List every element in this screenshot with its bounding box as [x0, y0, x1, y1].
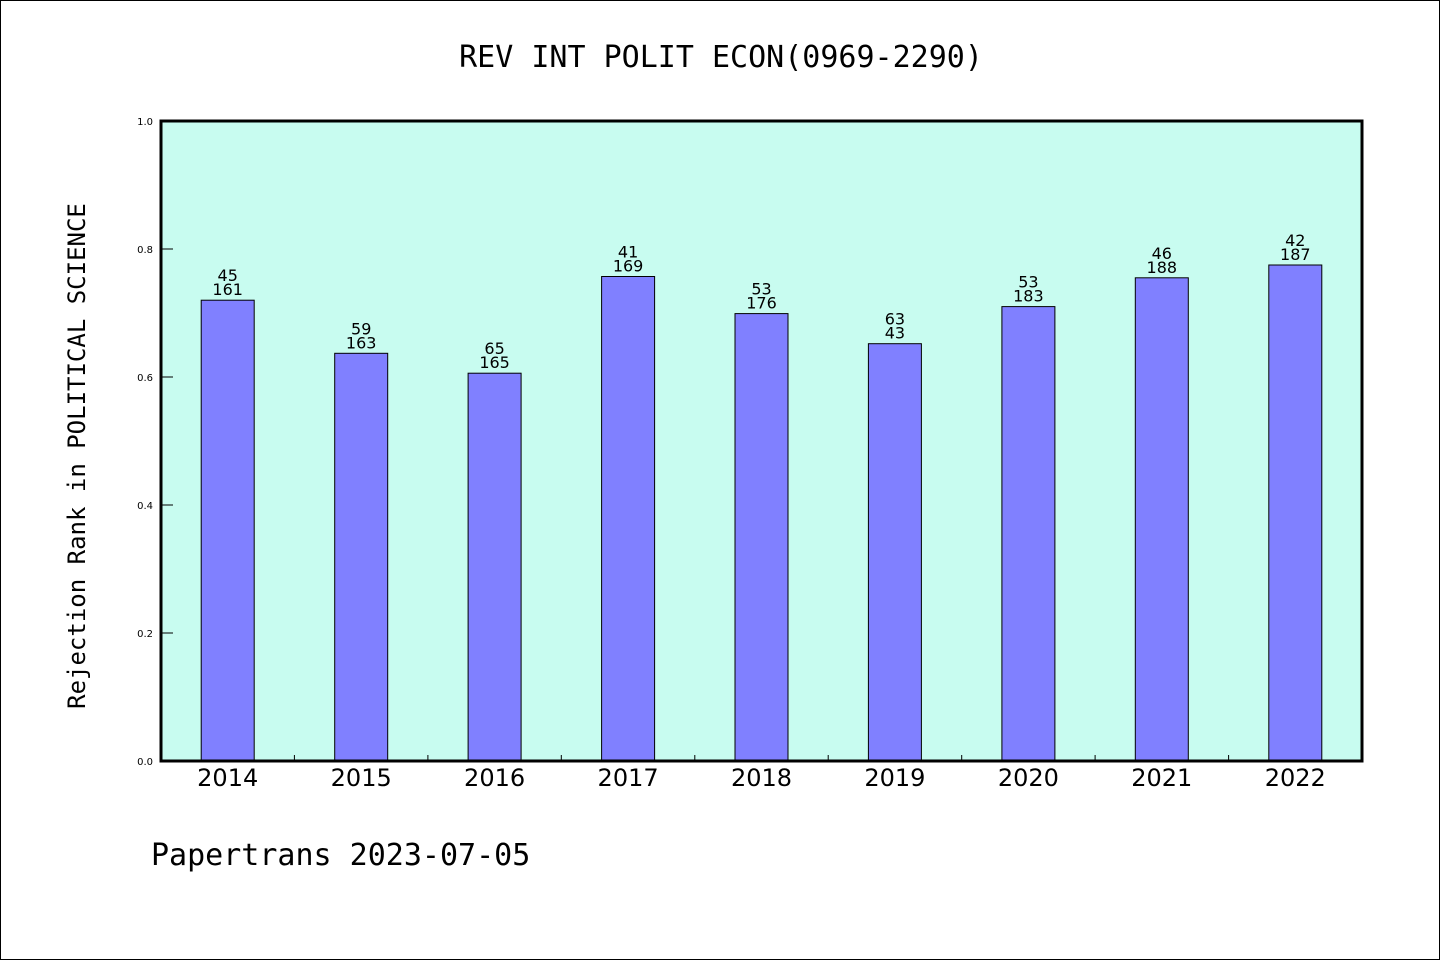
bar-2021	[1134, 277, 1189, 762]
bar-label-bottom-2018: 176	[746, 294, 777, 313]
x-tick-label-2014: 2014	[197, 764, 258, 792]
bar-2020	[1001, 306, 1056, 762]
bar-label-top-2016: 65	[484, 339, 504, 358]
bar-label-top-2022: 42	[1285, 231, 1305, 250]
bar-label-bottom-2014: 161	[212, 280, 243, 299]
bar-label-top-2019: 63	[885, 310, 905, 329]
bar-label-top-2017: 41	[618, 243, 638, 262]
y-tick-label-0.2: 0.2	[137, 629, 153, 640]
y-axis: 0.0 0.2 0.4 0.6 0.8 1.0	[137, 117, 173, 768]
bar-label-bottom-2015: 163	[346, 333, 377, 352]
footer-text: Papertrans 2023-07-05	[151, 838, 530, 873]
bar-label-top-2015: 59	[351, 319, 371, 338]
x-tick-label-2016: 2016	[464, 764, 525, 792]
bar-2016	[467, 372, 522, 762]
bar-label-bottom-2017: 169	[613, 257, 644, 276]
x-tick-label-2022: 2022	[1265, 764, 1326, 792]
bar-label-bottom-2020: 183	[1013, 287, 1044, 306]
x-tick-label-2015: 2015	[331, 764, 392, 792]
x-tick-label-2018: 2018	[731, 764, 792, 792]
x-tick-label-2020: 2020	[998, 764, 1059, 792]
bars-group	[200, 264, 1323, 762]
bar-2014	[200, 299, 255, 762]
y-tick-label-0.8: 0.8	[137, 245, 153, 256]
bar-label-bottom-2016: 165	[479, 353, 510, 372]
bar-2017	[601, 276, 656, 762]
bar-2015	[334, 352, 389, 762]
bar-label-bottom-2021: 188	[1147, 258, 1178, 277]
bar-label-top-2020: 53	[1018, 273, 1038, 292]
x-tick-label-2019: 2019	[864, 764, 925, 792]
y-tick-label-1.0: 1.0	[137, 117, 153, 128]
bar-label-bottom-2022: 187	[1280, 245, 1311, 264]
x-tick-label-2017: 2017	[598, 764, 659, 792]
bar-label-top-2018: 53	[751, 280, 771, 299]
x-tick-label-2021: 2021	[1131, 764, 1192, 792]
plot-border	[159, 119, 1364, 763]
y-tick-label-0.4: 0.4	[137, 501, 153, 512]
bar-label-top-2014: 45	[218, 266, 238, 285]
chart-title: REV INT POLIT ECON(0969-2290)	[459, 40, 983, 75]
bar-2022	[1268, 264, 1323, 762]
y-axis-label: Rejection Rank in POLITICAL SCIENCE	[63, 203, 91, 709]
y-tick-label-0.6: 0.6	[137, 373, 153, 384]
bar-label-top-2021: 46	[1152, 244, 1172, 263]
bar-2019	[867, 343, 922, 762]
y-tick-label-0.0: 0.0	[137, 757, 153, 768]
bar-label-bottom-2019: 43	[885, 324, 905, 343]
x-axis: 2014 2015 2016 2017 2018 2019 2020 2021 2022	[197, 755, 1326, 792]
bar-2018	[734, 313, 789, 762]
